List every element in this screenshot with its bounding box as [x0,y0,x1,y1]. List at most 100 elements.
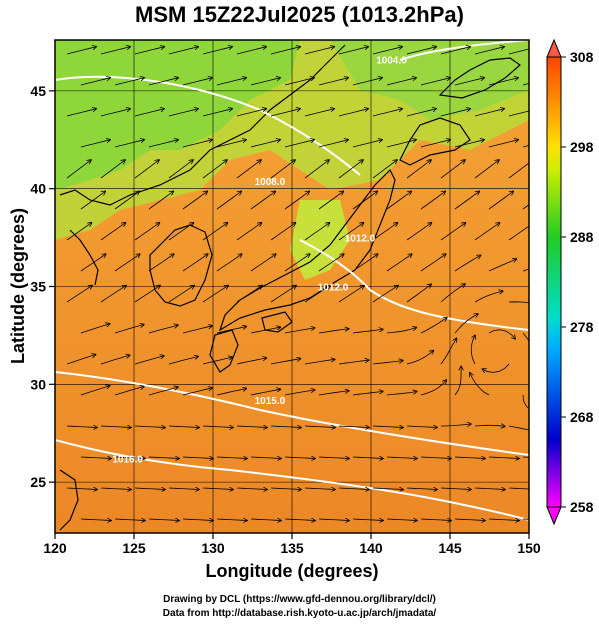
wind-streamline [236,426,267,428]
colorbar-tick-label: 288 [570,229,594,245]
wind-streamline [454,140,484,148]
wind-streamline [420,191,445,210]
wind-streamline [318,140,348,148]
wind-streamline [406,488,437,490]
wind-streamline [236,223,262,241]
wind-streamline [420,140,450,148]
wind-streamline [284,519,315,521]
wind-streamline [284,191,309,210]
wind-streamline [134,286,160,303]
wind-streamline [168,426,199,428]
wind-streamline [474,425,505,426]
wind-streamline [304,160,329,179]
wind-streamline [182,519,213,521]
wind-streamline [454,191,479,210]
wind-streamline [508,301,529,304]
wind-streamline [522,456,529,458]
isobar-label: 1016.0 [112,455,143,466]
wind-streamline [454,519,485,521]
wind-streamline [148,519,179,521]
wind-streamline [148,387,178,396]
wind-streamline [66,160,91,179]
wind-streamline [304,359,335,365]
wind-streamline [168,109,198,117]
wind-streamline [304,223,330,241]
x-tick-label: 145 [438,540,462,556]
wind-streamline [202,47,232,55]
wind-streamline [284,457,315,459]
wind-streamline [406,223,432,241]
wind-streamline [236,488,267,490]
wind-streamline [352,391,383,396]
wind-streamline [148,191,173,210]
wind-streamline [216,191,241,210]
taiwan-coast [59,469,79,531]
china-east-coast [69,229,99,286]
wind-streamline [440,223,466,241]
wind-streamline [338,488,369,490]
wind-streamline [250,254,276,272]
wind-streamline [148,78,178,86]
wind-streamline [80,140,110,148]
wind-streamline [372,223,398,241]
wind-streamline [100,160,125,179]
sakhalin-kuril-coast [438,57,521,99]
isobar-1004 [399,40,529,61]
wind-streamline [474,47,504,55]
wind-streamline [216,389,246,396]
wind-streamline [168,357,198,365]
wind-streamline [250,140,280,148]
wind-streamline [182,78,212,86]
wind-streamline [386,519,417,521]
wind-streamline [474,109,504,117]
wind-streamline [134,488,165,490]
wind-streamline [168,488,199,490]
wind-streamline [440,109,470,117]
wind-streamline [182,326,212,334]
colorbar-tick-label: 268 [570,409,594,425]
wind-streamline [66,47,96,55]
mainland-coast [59,44,346,206]
colorbar-over-triangle [546,38,562,58]
wind-streamline [202,357,232,365]
wind-streamline [318,391,349,396]
wind-streamline [270,47,300,55]
wind-streamline [352,329,383,334]
wind-streamline [474,223,500,241]
wind-streamline [406,47,436,55]
wind-streamline [318,329,349,334]
wind-streamline [134,356,164,365]
wind-streamline [352,140,382,148]
wind-streamline [134,109,164,117]
y-axis-label: Latitude (degrees) [8,208,28,364]
wind-streamline [284,254,310,272]
honshu-coast [218,168,396,332]
wind-streamline [386,191,411,210]
wind-streamline [80,324,110,334]
isobar-label: 1015.0 [255,396,286,407]
wind-streamline [304,109,334,117]
colorbar-scale [546,56,562,508]
y-tick-label: 35 [30,279,46,295]
wind-streamline [304,488,335,490]
wind-streamline [270,488,301,490]
wind-streamline [454,314,478,334]
wind-streamline [508,48,529,55]
wind-streamline [100,355,130,365]
colorbar-tick-label: 298 [570,139,594,155]
wind-streamline [168,160,193,179]
wind-streamline [522,83,529,86]
wind-streamline [66,286,92,303]
wind-streamline [440,47,470,55]
wind-streamline [338,109,368,117]
wind-streamline [372,109,402,117]
wind-streamline [406,160,431,179]
wind-streamline [250,389,280,396]
map-plot-area: 1004.0 1008.0 1012.0 1012.0 1015.0 1016.0 [55,40,529,533]
wind-streamline [488,78,518,86]
wind-streamline [338,47,368,55]
wind-streamline [338,360,369,365]
wind-streamline [372,426,403,428]
map-title: MSM 15Z22Jul2025 (1013.2hPa) [135,2,464,27]
